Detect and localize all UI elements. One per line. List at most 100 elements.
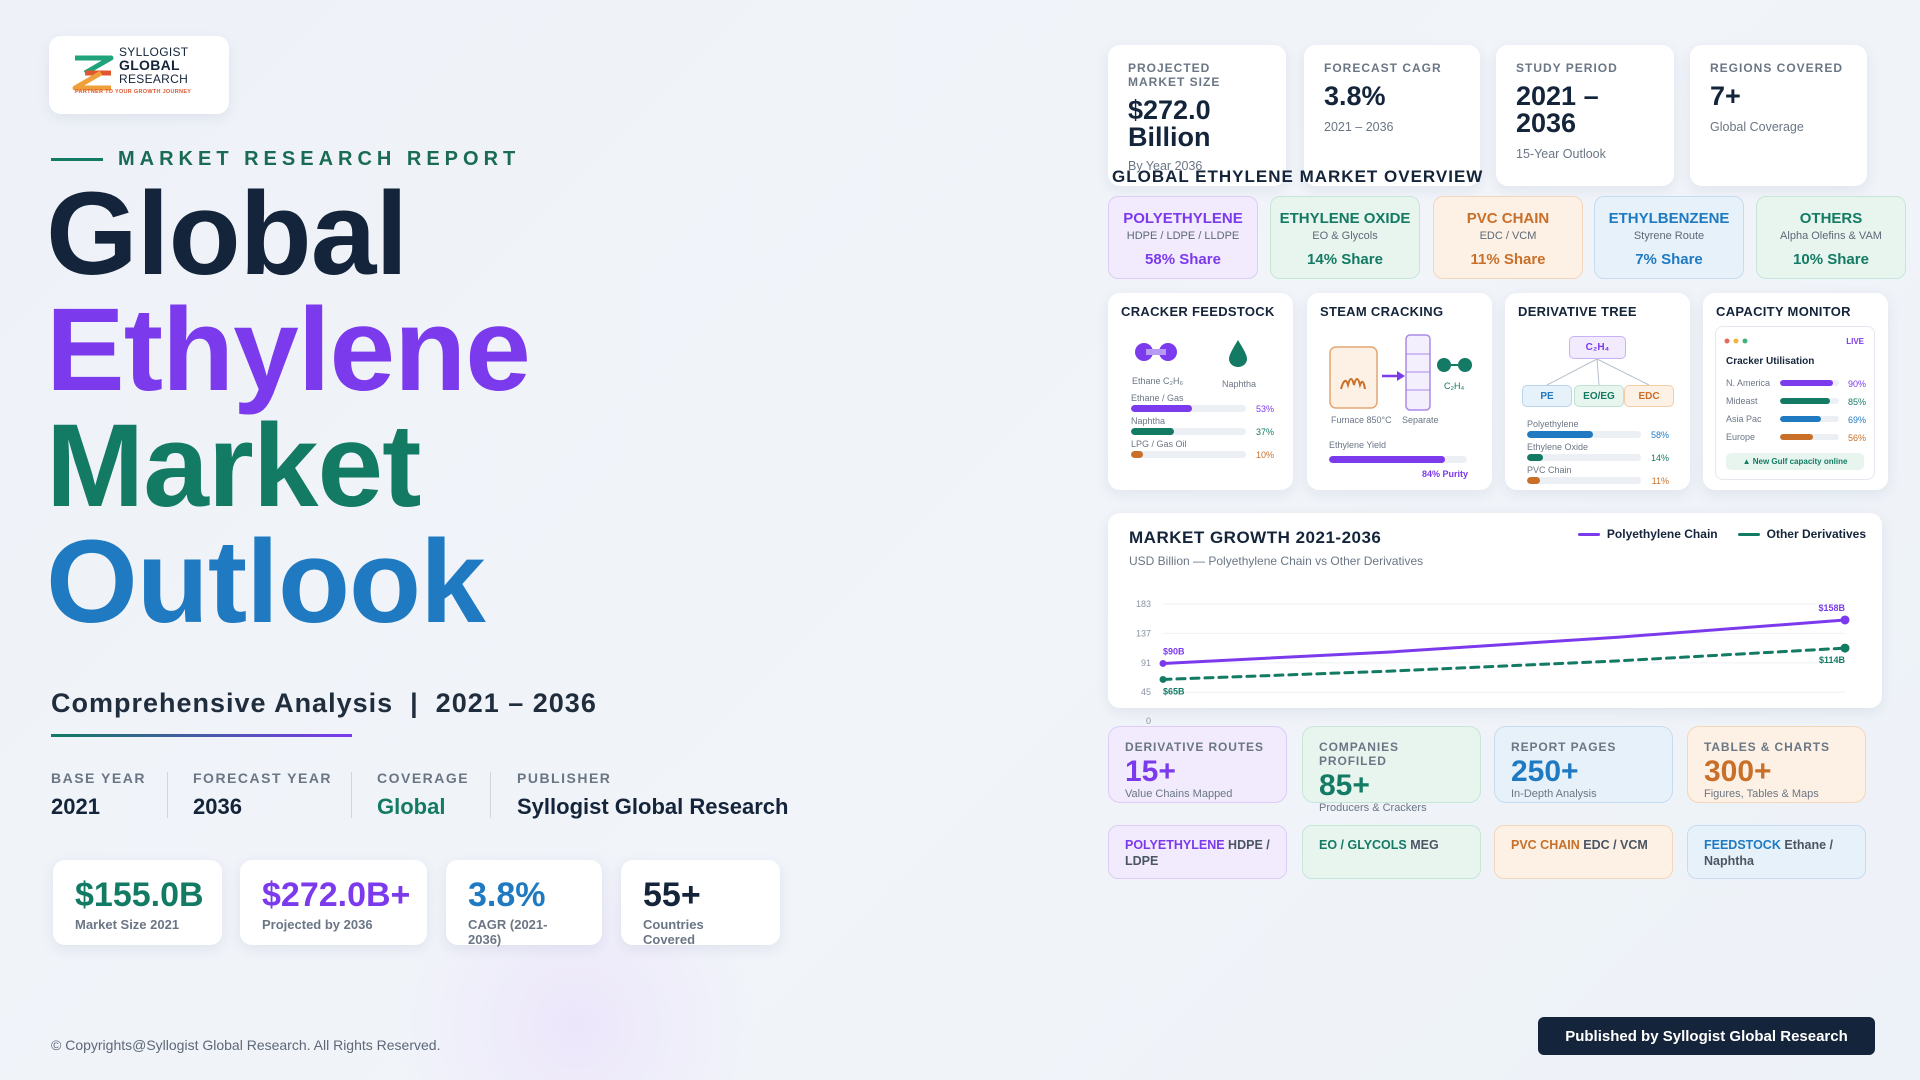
legend-swatch [1737, 532, 1760, 536]
kpi-value: $272.0 Billion [1128, 95, 1211, 152]
panel-title: CRACKER FEEDSTOCK [1121, 304, 1275, 319]
segment-name: PVC CHAIN [1466, 210, 1550, 227]
tag-card: POLYETHYLENE HDPE / LDPE [1108, 825, 1287, 879]
meta-item: PUBLISHER Syllogist Global Research [517, 770, 788, 820]
line-chart: 0 45 91 137 183 $90B $158B $65B $114B [1136, 599, 1850, 726]
kpi-note: 2021 – 2036 [1324, 120, 1394, 134]
report-stat-label: TABLES & CHARTS [1704, 740, 1830, 754]
kpi-card: FORECAST CAGR 3.8% 2021 – 2036 [1304, 45, 1480, 186]
point [1159, 659, 1167, 667]
icon-label: Naphtha [1222, 379, 1257, 389]
bar-label: Mideast [1726, 396, 1758, 406]
section-title: GLOBAL ETHYLENE MARKET OVERVIEW [1112, 167, 1484, 186]
report-stat-value: 250+ [1511, 755, 1579, 788]
tree-node: PE [1522, 385, 1572, 407]
icon-label: Ethane C₂H₆ [1132, 376, 1184, 386]
step-label: Separate [1402, 415, 1439, 425]
bar [1131, 405, 1192, 412]
chart-title: MARKET GROWTH 2021-2036 [1129, 528, 1382, 547]
y-tick-label: 183 [1136, 599, 1151, 609]
segment-share: 58% Share [1145, 251, 1221, 268]
bar [1780, 434, 1814, 440]
meta-label: FORECAST YEAR [193, 770, 333, 786]
bar-row: LPG / Gas Oil 10% [1131, 439, 1274, 462]
meta-label: COVERAGE [377, 770, 470, 786]
bar-label: Naphtha [1131, 416, 1166, 426]
bar [1131, 428, 1174, 435]
live-badge: LIVE [1846, 337, 1864, 346]
subtitle-rule [51, 734, 352, 737]
tag-detail: HDPE / LDPE [1125, 838, 1270, 868]
bar [1329, 456, 1445, 463]
report-stat-note: Value Chains Mapped [1125, 788, 1233, 800]
steam-panel: STEAM CRACKING Furnace 850°C Separate C₂… [1307, 293, 1492, 490]
data-label: $158B [1818, 603, 1845, 613]
bar [1780, 416, 1821, 422]
segment-share: 10% Share [1793, 251, 1869, 268]
stat-label: Countries Covered [643, 917, 704, 947]
kpi-card: PROJECTED MARKET SIZE $272.0 Billion By Ye… [1108, 45, 1286, 186]
subtitle: Comprehensive Analysis | 2021 – 2036 [51, 688, 597, 718]
kpi-note: 15-Year Outlook [1516, 147, 1606, 161]
bar-track [1780, 434, 1839, 440]
bar-value: 69% [1847, 415, 1866, 425]
bar-label: Asia Pac [1726, 414, 1762, 424]
alert-pill: ▲ New Gulf capacity online [1726, 453, 1864, 470]
meta-divider [490, 772, 491, 818]
bar-label: N. America [1726, 378, 1771, 388]
kpi-value: 3.8% [1324, 81, 1386, 111]
stat-card: $155.0B Market Size 2021 [53, 860, 222, 945]
point [1840, 615, 1850, 625]
kpi-card: REGIONS COVERED 7+ Global Coverage [1690, 45, 1867, 186]
bar-track [1780, 398, 1839, 404]
bar-list: Polyethylene 58% Ethylene Oxide 14% PVC Chai… [1527, 419, 1669, 488]
monitor-window: LIVE Cracker Utilisation N. America 90% Mi… [1715, 326, 1875, 480]
bar-row: Polyethylene 58% [1527, 419, 1669, 442]
segment-card: POLYETHYLENE HDPE / LDPE / LLDPE 58% Share [1108, 196, 1258, 279]
bar-label: LPG / Gas Oil [1131, 439, 1187, 449]
chart-subtitle: USD Billion — Polyethylene Chain vs Othe… [1129, 554, 1424, 568]
data-label: $90B [1163, 646, 1185, 656]
bar-label: Ethane / Gas [1131, 393, 1184, 403]
report-stat-value: 300+ [1704, 755, 1772, 788]
point [1840, 643, 1850, 653]
title-line: Global [46, 168, 408, 300]
bar [1527, 454, 1543, 461]
segment-detail: HDPE / LDPE / LLDPE [1126, 230, 1240, 242]
title-line: Outlook [46, 516, 486, 648]
data-label: $65B [1163, 686, 1185, 696]
logo-tagline: PARTNER TO YOUR GROWTH JOURNEY [75, 89, 192, 95]
bar-value: 10% [1255, 450, 1274, 460]
bar-row: Asia Pac 69% [1726, 414, 1866, 432]
segment-name: OTHERS [1799, 210, 1863, 227]
y-tick-label: 0 [1146, 716, 1151, 726]
legend-swatch [1577, 532, 1600, 536]
stat-value: 55+ [643, 876, 701, 914]
bar-label: PVC Chain [1527, 465, 1572, 475]
legend: Polyethylene Chain Other Derivatives [1577, 527, 1866, 541]
kpi-label: PROJECTED MARKET SIZE [1128, 61, 1221, 89]
tag-name: FEEDSTOCK [1704, 838, 1781, 852]
kpi-note: Global Coverage [1710, 120, 1804, 134]
kpi-label: REGIONS COVERED [1710, 61, 1844, 75]
segment-share: 14% Share [1307, 251, 1383, 268]
tree-root: C₂H₄ [1569, 336, 1626, 359]
process-diagram [1329, 334, 1472, 411]
meta-value: Syllogist Global Research [517, 794, 789, 819]
report-stat: DERIVATIVE ROUTES 15+ Value Chains Mapped [1108, 726, 1287, 803]
segment-name: POLYETHYLENE [1123, 210, 1243, 227]
stat-value: $155.0B [75, 876, 204, 914]
bar-row: N. America 90% [1726, 378, 1866, 396]
bar [1131, 451, 1143, 458]
meta-value: 2021 [51, 794, 100, 819]
kpi-value: 2021 – 2036 [1516, 81, 1599, 138]
bar-track [1527, 431, 1641, 438]
step-label: Furnace 850°C [1331, 415, 1392, 425]
data-label: $114B [1819, 655, 1846, 665]
bar [1780, 398, 1831, 404]
report-stat-value: 85+ [1319, 769, 1370, 802]
series-line [1161, 618, 1847, 665]
segment-detail: EO & Glycols [1312, 230, 1378, 242]
report-stat: TABLES & CHARTS 300+ Figures, Tables & Map… [1687, 726, 1866, 803]
stat-value: 3.8% [468, 876, 546, 914]
